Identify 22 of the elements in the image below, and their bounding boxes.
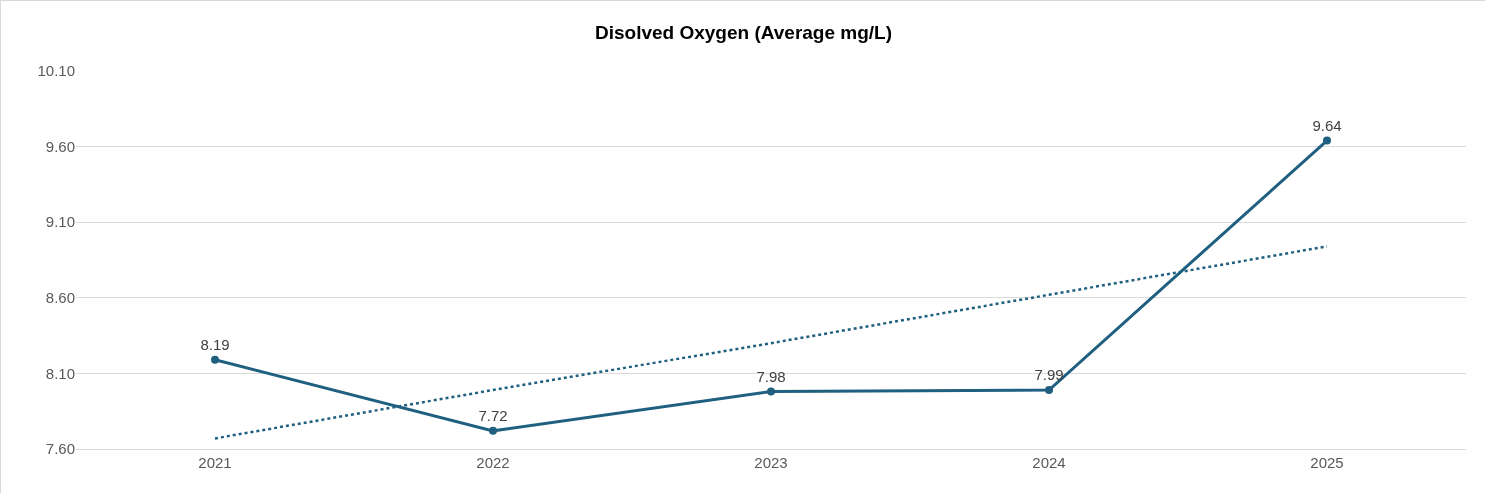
y-tick-label: 8.10: [45, 364, 75, 382]
data-label: 7.98: [756, 367, 786, 385]
point: [767, 387, 775, 396]
chart-title: Disolved Oxygen (Average mg/L): [594, 21, 893, 43]
y-tick-label: 7.60: [45, 440, 75, 458]
point: [489, 426, 497, 435]
data-label: 8.19: [200, 336, 230, 354]
point: [1045, 386, 1053, 395]
data-label: 9.64: [1312, 116, 1342, 134]
x-tick-label: 2022: [476, 454, 510, 471]
x-tick-label: 2025: [1310, 454, 1344, 471]
x-tick-label: 2023: [754, 454, 788, 471]
y-tick-label: 8.60: [45, 289, 75, 307]
x-tick-label: 2021: [198, 454, 232, 471]
y-tick-label: 9.60: [45, 137, 75, 155]
x-tick-label: 2024: [1032, 454, 1066, 471]
data-label: 7.99: [1034, 366, 1064, 384]
point: [1323, 136, 1331, 145]
y-tick-label: 9.10: [45, 213, 75, 231]
y-tick-label: 10.10: [37, 62, 75, 80]
point: [211, 355, 219, 364]
data-label: 7.72: [478, 407, 508, 425]
